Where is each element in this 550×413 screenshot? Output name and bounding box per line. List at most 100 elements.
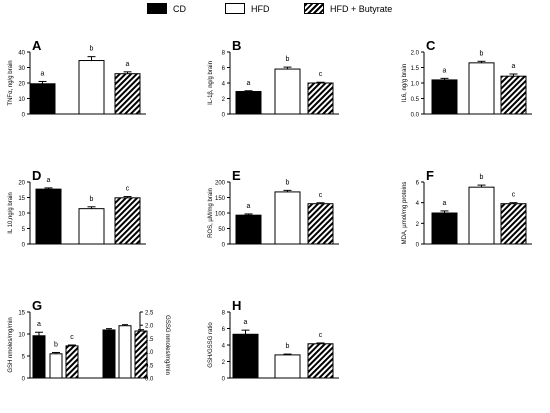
panel-letter-e: E <box>232 168 241 183</box>
sig-letter-a-2: a <box>126 61 130 68</box>
y-tick-label-h-2: 4 <box>222 344 226 350</box>
sig-letter-d-2: c <box>126 186 130 193</box>
sig-letter-g-0: a <box>37 321 41 328</box>
y-tick-label-e-4: 200 <box>215 181 226 187</box>
y-tick-label-b-3: 6 <box>222 66 226 72</box>
y-axis-label-e: ROS, µM/mg brain <box>208 188 214 238</box>
legend-item-cd: CD <box>147 3 186 14</box>
y2-tick-label-g-4: 2.0 <box>145 324 154 330</box>
bar-g-0 <box>32 335 46 379</box>
y-tick-label-a-3: 30 <box>18 66 25 72</box>
bar-b-2 <box>307 82 334 115</box>
y-tick-label-e-1: 50 <box>218 227 225 233</box>
legend-label-hfd: HFD <box>251 3 270 14</box>
legend-swatch-hfd-butyrate <box>304 3 324 14</box>
bar-h-0 <box>232 333 259 379</box>
bar-f-1 <box>468 186 495 245</box>
sig-letter-b-2: c <box>319 71 323 78</box>
bar2-g-2 <box>134 330 148 379</box>
y-tick-label-f-2: 4 <box>416 201 420 207</box>
y-tick-label-c-1: 0.5 <box>411 97 420 103</box>
bar-a-0 <box>29 83 56 115</box>
sig-letter-e-2: c <box>319 192 323 199</box>
bar-b-1 <box>274 68 301 115</box>
y-tick-label-c-2: 1.0 <box>411 82 420 88</box>
y-tick-label-d-0: 0 <box>22 243 26 249</box>
y-tick-label-h-1: 2 <box>222 360 226 366</box>
y-tick-label-f-0: 0 <box>416 243 420 249</box>
legend-item-hfd: HFD <box>225 3 270 14</box>
sig-letter-e-0: a <box>247 203 251 210</box>
bar-f-0 <box>431 212 458 245</box>
panel-letter-c: C <box>426 38 436 53</box>
legend-label-hfd-butyrate: HFD + Butyrate <box>330 3 393 14</box>
y-tick-label-h-4: 8 <box>222 311 226 317</box>
bar-a-1 <box>78 60 105 115</box>
y-tick-label-b-2: 4 <box>222 82 226 88</box>
sig-letter-c-1: b <box>480 50 484 57</box>
bar2-g-0 <box>102 329 116 379</box>
panel-g: G 0 5 10 15 GSH nmoles/mg/min a b c 0.0 0.5 1.0 1.5 2… <box>8 298 170 383</box>
panel-letter-b: B <box>232 38 241 53</box>
bar-e-0 <box>235 214 262 245</box>
y-axis-label-a: TNFα, ng/g brain <box>8 60 14 105</box>
y2-axis-label-g: GSSG nmoles/mg/min <box>164 315 170 375</box>
y-tick-label-h-3: 6 <box>222 327 226 333</box>
legend-swatch-cd <box>147 3 167 14</box>
bar-d-0 <box>35 188 62 245</box>
sig-letter-g-1: b <box>54 341 58 348</box>
y-tick-label-c-0: 0.0 <box>411 113 420 119</box>
bar-f-2 <box>500 203 527 245</box>
legend-swatch-hfd <box>225 3 245 14</box>
y2-tick-label-g-1: 0.5 <box>145 363 154 369</box>
panel-letter-f: F <box>426 168 434 183</box>
sig-letter-f-0: a <box>443 200 447 207</box>
bar-d-2 <box>114 197 141 245</box>
bar-c-1 <box>468 62 495 115</box>
sig-letter-b-1: b <box>286 56 290 63</box>
y-axis-label-h: GSH/GSSG ratio <box>208 322 214 368</box>
panel-c: C 0.0 0.5 1.0 1.5 2.0 IL6, ng/g brain a b a <box>402 38 532 119</box>
y-tick-label-a-4: 40 <box>18 51 25 57</box>
panel-letter-h: H <box>232 298 241 313</box>
sig-letter-a-1: b <box>90 46 94 53</box>
y-tick-label-d-2: 10 <box>18 212 25 218</box>
y-tick-label-d-4: 20 <box>18 181 25 187</box>
y2-tick-label-g-0: 0.0 <box>145 377 154 383</box>
panel-letter-g: G <box>32 298 42 313</box>
bar-c-0 <box>431 79 458 115</box>
bar2-g-1 <box>118 325 132 379</box>
sig-letter-a-0: a <box>41 70 45 77</box>
sig-letter-h-1: b <box>286 343 290 350</box>
y-tick-label-e-2: 100 <box>215 212 226 218</box>
y-axis-label-g: GSH nmoles/mg/min <box>8 317 14 372</box>
y-tick-label-f-3: 6 <box>416 181 420 187</box>
bar-c-2 <box>500 75 527 115</box>
bar-h-1 <box>274 354 301 379</box>
y-tick-label-b-1: 2 <box>222 97 226 103</box>
sig-letter-h-2: c <box>319 332 323 339</box>
y2-tick-label-g-5: 2.5 <box>145 311 154 317</box>
bar-d-1 <box>78 208 105 245</box>
panel-d: D 0 5 10 15 20 IL 10,ng/g brain a b c <box>8 168 146 249</box>
y-tick-label-h-0: 0 <box>222 377 226 383</box>
y-tick-label-c-4: 2.0 <box>411 51 420 57</box>
bar-e-1 <box>274 191 301 245</box>
sig-letter-d-0: a <box>47 177 51 184</box>
y-tick-label-g-0: 0 <box>22 377 26 383</box>
sig-letter-b-0: a <box>247 80 251 87</box>
panel-a: A 0 10 20 30 40 TNFα, ng/g brain a b a <box>8 38 146 119</box>
panel-letter-a: A <box>32 38 42 53</box>
panel-b: B 0 2 4 6 8 IL-1β, ng/g brain a b c <box>208 38 339 119</box>
legend-label-cd: CD <box>173 3 186 14</box>
y-tick-label-c-3: 1.5 <box>411 66 420 72</box>
sig-letter-f-1: b <box>480 174 484 181</box>
legend: CD HFD HFD + Butyrate <box>0 0 550 20</box>
sig-letter-c-0: a <box>443 67 447 74</box>
bar-b-0 <box>235 91 262 115</box>
y-axis-label-d: IL 10,ng/g brain <box>8 192 14 233</box>
y-tick-label-e-3: 150 <box>215 196 226 202</box>
y-axis-label-f: MDA, µmol/mg proteins <box>402 182 408 245</box>
